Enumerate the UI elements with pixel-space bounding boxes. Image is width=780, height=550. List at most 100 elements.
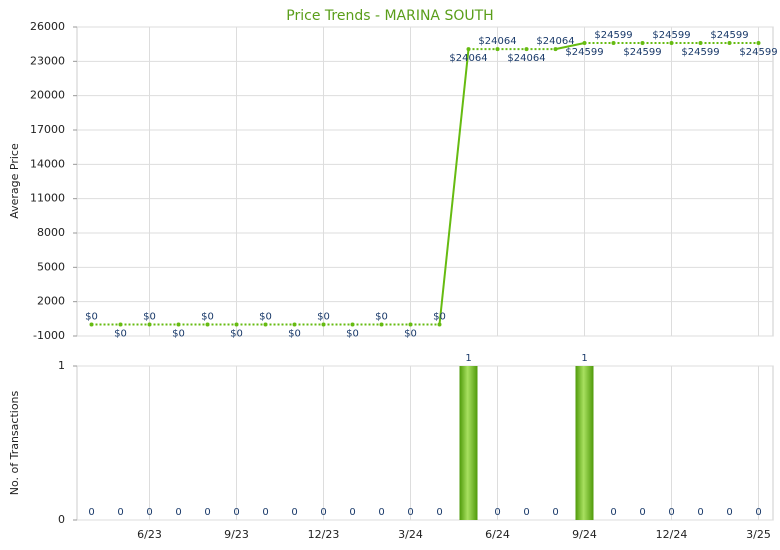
data-label: $0 [317, 312, 330, 323]
data-label: 0 [523, 507, 529, 518]
y-tick-label: 11000 [30, 192, 65, 205]
point [495, 47, 500, 52]
point [89, 322, 94, 327]
data-label: 0 [494, 507, 500, 518]
x-tick-label: 9/23 [224, 528, 249, 541]
data-label: $0 [172, 329, 185, 340]
data-label: $24599 [739, 47, 777, 58]
data-label: 1 [465, 353, 471, 364]
y-tick-label: 8000 [37, 226, 65, 239]
point [553, 47, 558, 52]
y-tick-label: 26000 [30, 20, 65, 33]
bar [575, 366, 594, 520]
data-label: 1 [581, 353, 587, 364]
point [205, 322, 210, 327]
data-label: 0 [349, 507, 355, 518]
data-label: 0 [436, 507, 442, 518]
data-label: $24599 [710, 30, 748, 41]
data-label: 0 [378, 507, 384, 518]
data-label: $24064 [507, 53, 545, 64]
data-label: $0 [259, 312, 272, 323]
point [611, 41, 616, 46]
point [582, 41, 587, 46]
point [118, 322, 123, 327]
data-label: $24599 [565, 47, 603, 58]
y-tick-label: 1 [58, 359, 65, 372]
data-label: 0 [407, 507, 413, 518]
data-label: 0 [697, 507, 703, 518]
y-axis-label: No. of Transactions [8, 390, 21, 495]
point [147, 322, 152, 327]
point [640, 41, 645, 46]
data-label: 0 [639, 507, 645, 518]
point [437, 322, 442, 327]
y-axis-label: Average Price [8, 143, 21, 219]
y-tick-label: 20000 [30, 89, 65, 102]
data-label: 0 [320, 507, 326, 518]
x-tick-label: 12/24 [656, 528, 688, 541]
plot-area [76, 26, 774, 337]
data-label: 0 [755, 507, 761, 518]
data-label: $24599 [652, 30, 690, 41]
point [176, 322, 181, 327]
y-tick-label: 14000 [30, 157, 65, 170]
data-label: 0 [291, 507, 297, 518]
x-tick-label: 6/23 [137, 528, 162, 541]
point [524, 47, 529, 52]
x-tick-label: 9/24 [572, 528, 597, 541]
data-label: 0 [668, 507, 674, 518]
data-label: 0 [610, 507, 616, 518]
data-label: $0 [143, 312, 156, 323]
data-label: $0 [346, 329, 359, 340]
point [234, 322, 239, 327]
y-tick-label: 23000 [30, 54, 65, 67]
data-label: $24599 [681, 47, 719, 58]
data-label: 0 [233, 507, 239, 518]
data-label: $0 [114, 329, 127, 340]
data-label: $0 [433, 312, 446, 323]
data-label: $24064 [536, 36, 574, 47]
data-label: 0 [262, 507, 268, 518]
data-label: 0 [204, 507, 210, 518]
data-label: $0 [230, 329, 243, 340]
data-label: $0 [375, 312, 388, 323]
line-segment [438, 49, 470, 325]
point [321, 322, 326, 327]
data-label: $24064 [449, 53, 487, 64]
x-tick-label: 3/25 [746, 528, 771, 541]
point [292, 322, 297, 327]
y-tick-label: 5000 [37, 260, 65, 273]
x-tick-label: 3/24 [398, 528, 423, 541]
line-segment [555, 42, 585, 51]
y-tick-label: 0 [58, 513, 65, 526]
point [669, 41, 674, 46]
data-label: 0 [726, 507, 732, 518]
point [756, 41, 761, 46]
data-label: 0 [552, 507, 558, 518]
data-label: $0 [201, 312, 214, 323]
y-tick-label: -1000 [33, 329, 65, 342]
data-label: $0 [85, 312, 98, 323]
point [350, 322, 355, 327]
point [408, 322, 413, 327]
data-label: $0 [404, 329, 417, 340]
data-label: $24599 [594, 30, 632, 41]
bar [459, 366, 478, 520]
data-label: $0 [288, 329, 301, 340]
chart-title: Price Trends - MARINA SOUTH [286, 8, 493, 24]
x-tick-label: 6/24 [485, 528, 510, 541]
data-label: 0 [175, 507, 181, 518]
plot-area [76, 365, 774, 521]
data-label: 0 [146, 507, 152, 518]
x-tick-label: 12/23 [308, 528, 340, 541]
point [698, 41, 703, 46]
point [466, 47, 471, 52]
point [263, 322, 268, 327]
point [379, 322, 384, 327]
data-label: 0 [117, 507, 123, 518]
point [727, 41, 732, 46]
data-label: $24064 [478, 36, 516, 47]
y-tick-label: 17000 [30, 123, 65, 136]
data-label: 0 [88, 507, 94, 518]
